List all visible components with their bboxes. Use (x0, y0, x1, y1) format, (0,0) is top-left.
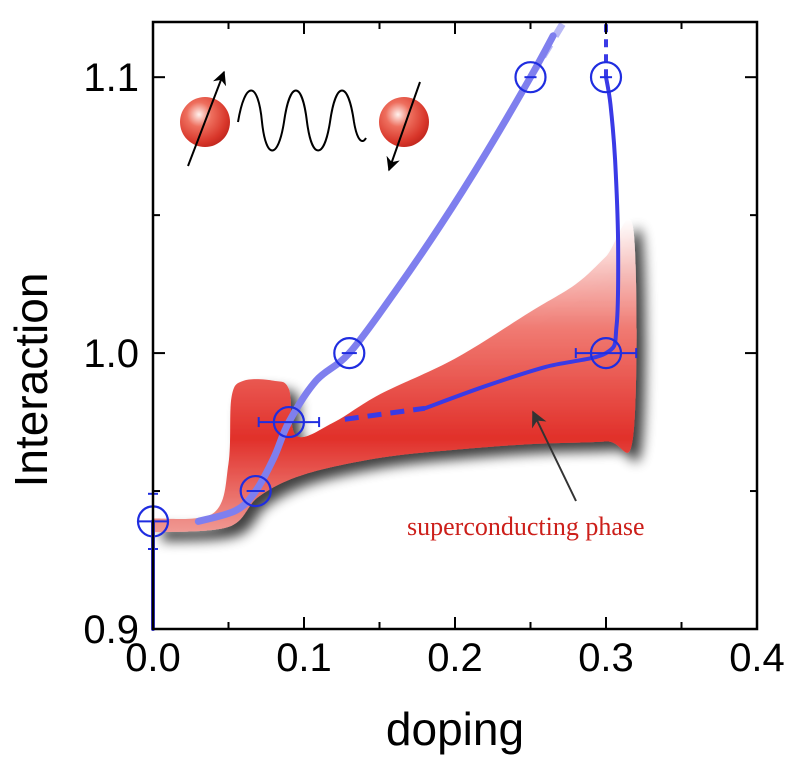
phase-region-fill (153, 219, 637, 533)
pairing-cartoon (180, 70, 429, 172)
series-0 (136, 20, 567, 550)
open-circle-marker (589, 336, 623, 370)
tick-labels: 0.0 0.1 0.2 0.3 0.4 0.9 1.0 1.1 (83, 56, 784, 680)
dashed-segment (344, 405, 426, 422)
superconducting-phase-region (153, 219, 637, 533)
open-circle-marker (514, 61, 547, 94)
x-tick-label: 0.1 (276, 636, 332, 680)
open-circle-marker (333, 336, 366, 370)
y-tick-label: 0.9 (83, 608, 139, 652)
series-line (422, 75, 621, 411)
x-tick-label: 0.3 (578, 636, 634, 680)
particle-right (379, 97, 429, 147)
spin-up-arrow (187, 70, 227, 167)
dashed-extension (527, 20, 567, 80)
phase-annotation: superconducting phase (407, 410, 645, 541)
x-tick-label: 0.4 (729, 636, 785, 680)
data-point (333, 336, 366, 370)
x-tick-label: 0.0 (125, 636, 181, 680)
y-tick-label: 1.1 (83, 56, 139, 100)
spin-down-arrow (386, 81, 421, 172)
data-point (257, 405, 321, 439)
data-point (589, 61, 623, 94)
data-point (574, 336, 638, 370)
y-tick-label: 1.0 (83, 332, 139, 376)
y-axis-title: Interaction (5, 273, 57, 488)
data-point (239, 474, 272, 508)
interaction-wave (237, 89, 367, 152)
annotation-arrow (532, 410, 577, 502)
annotation-label: superconducting phase (407, 512, 645, 541)
x-tick-label: 0.2 (427, 636, 483, 680)
open-circle-marker (239, 474, 272, 508)
plot-frame (151, 20, 759, 631)
data-point (514, 61, 547, 94)
open-circle-marker (589, 61, 623, 94)
x-axis-title: doping (386, 703, 524, 755)
open-circle-marker (272, 405, 305, 439)
